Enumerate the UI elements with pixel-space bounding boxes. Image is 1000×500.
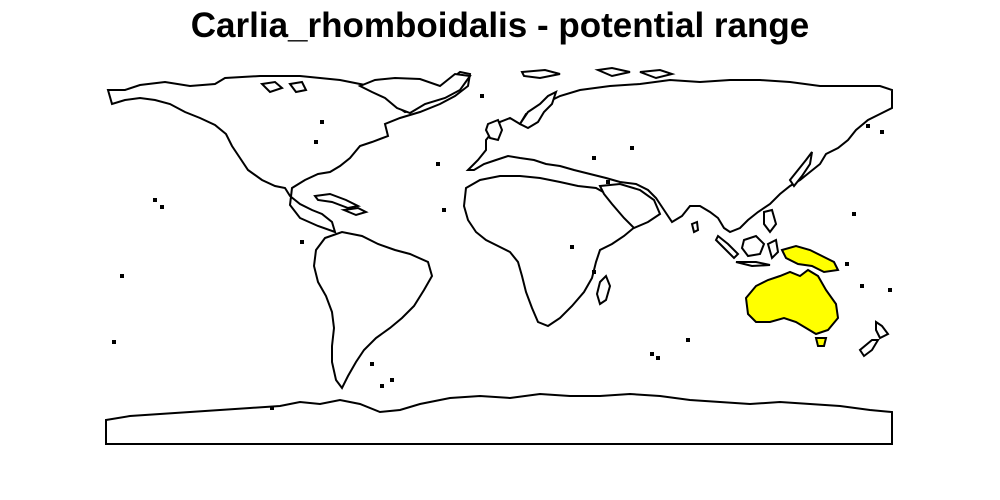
range-tasmania xyxy=(814,337,828,347)
island-cuba xyxy=(313,192,362,210)
island-dot xyxy=(592,270,596,274)
island-dot xyxy=(866,124,870,128)
island-dot xyxy=(153,198,157,202)
map-title: Carlia_rhomboidalis - potential range xyxy=(190,6,810,45)
island-java xyxy=(735,261,771,268)
island-dot xyxy=(656,356,660,360)
landmass-south-america xyxy=(312,230,434,390)
island-dot xyxy=(860,284,864,288)
island-great-britain xyxy=(484,118,504,142)
island-madagascar xyxy=(595,274,612,306)
island-hispaniola xyxy=(340,206,369,217)
landmass-eurasia xyxy=(465,78,893,234)
landmass-greenland xyxy=(357,72,472,115)
island-dot xyxy=(320,120,324,124)
landmass-arabia xyxy=(598,182,662,230)
island-dot xyxy=(160,205,164,209)
island-sumatra xyxy=(714,234,740,260)
island-new-zealand-south xyxy=(858,339,880,358)
island-arctic xyxy=(639,68,676,80)
island-borneo xyxy=(740,234,766,258)
island-sri-lanka xyxy=(690,220,700,234)
island-dot xyxy=(686,338,690,342)
landmass-africa xyxy=(462,175,638,328)
island-arctic xyxy=(288,80,308,94)
island-dot xyxy=(606,180,610,184)
island-dot xyxy=(480,94,484,98)
island-dot xyxy=(314,140,318,144)
island-arctic xyxy=(520,68,561,80)
island-dot xyxy=(436,162,440,166)
island-dot xyxy=(650,352,654,356)
range-new-guinea xyxy=(780,244,840,274)
island-dot xyxy=(120,274,124,278)
landmass-scandinavia xyxy=(518,90,558,130)
landmass-antarctica xyxy=(105,392,893,445)
island-dot xyxy=(592,156,596,160)
island-dot xyxy=(442,208,446,212)
island-japan xyxy=(788,151,813,188)
island-dot xyxy=(845,262,849,266)
island-dot xyxy=(370,362,374,366)
range-australia xyxy=(744,268,840,336)
island-arctic xyxy=(259,80,284,94)
island-dot xyxy=(570,245,574,249)
island-dot xyxy=(300,240,304,244)
island-sulawesi xyxy=(766,238,780,260)
island-philippines xyxy=(763,208,778,234)
island-dot xyxy=(880,130,884,134)
island-dot xyxy=(112,340,116,344)
island-dot xyxy=(270,406,274,410)
island-dot xyxy=(852,212,856,216)
island-dot xyxy=(630,146,634,150)
island-dot xyxy=(888,288,892,292)
island-dot xyxy=(380,384,384,388)
island-arctic xyxy=(594,66,631,78)
island-new-zealand-north xyxy=(875,320,890,340)
island-dot xyxy=(390,378,394,382)
